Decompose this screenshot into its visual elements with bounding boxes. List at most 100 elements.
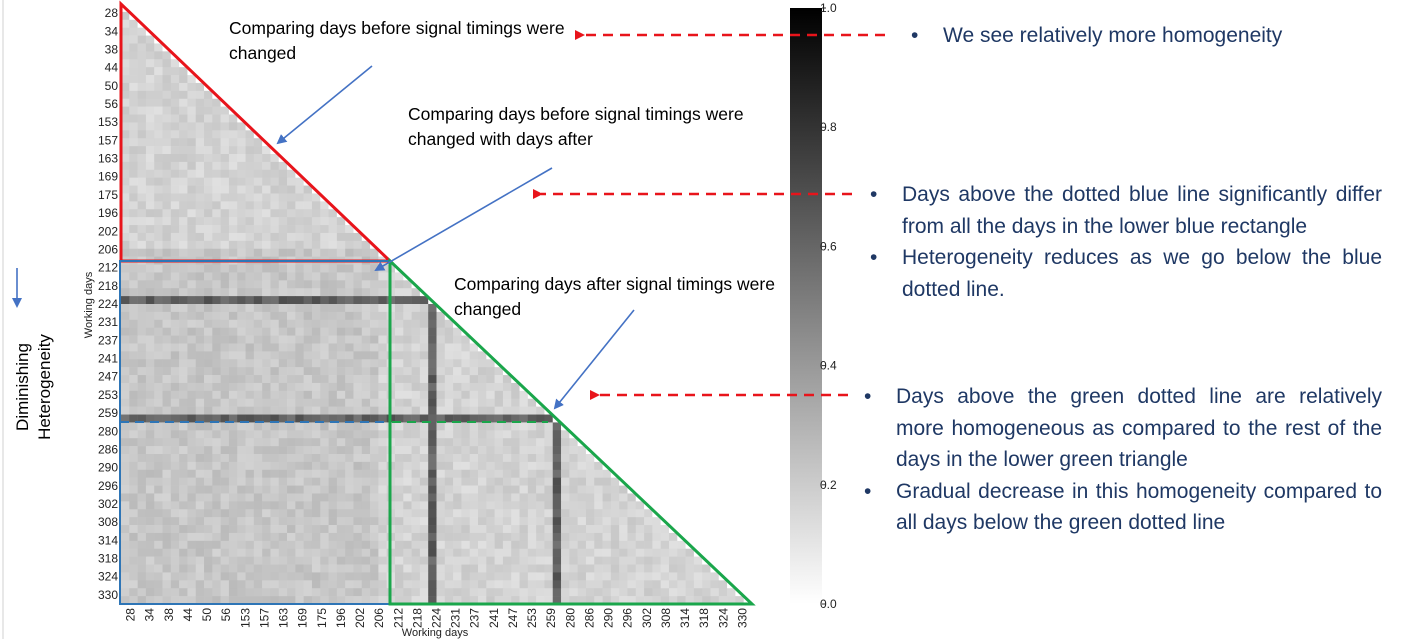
heatmap-cell: [494, 509, 504, 518]
heatmap-cell: [353, 588, 363, 597]
heatmap-cell: [602, 517, 612, 526]
heatmap-cell: [162, 327, 172, 336]
heatmap-cell: [187, 485, 197, 494]
heatmap-cell: [129, 114, 138, 123]
heatmap-cell: [345, 343, 354, 352]
heatmap-cell: [660, 572, 670, 581]
heatmap-cell: [718, 588, 728, 597]
heatmap-cell: [187, 161, 197, 171]
heatmap-cell: [311, 454, 321, 463]
heatmap-cell: [527, 572, 537, 581]
heatmap-cell: [486, 454, 495, 463]
heatmap-cell: [561, 572, 570, 581]
heatmap-cell: [419, 398, 429, 407]
heatmap-cell: [228, 264, 238, 273]
heatmap-cell: [212, 161, 221, 171]
heatmap-cell: [245, 485, 255, 494]
heatmap-cell: [320, 430, 329, 439]
heatmap-cell: [278, 217, 288, 226]
heatmap-cell: [162, 572, 172, 581]
heatmap-cell: [195, 90, 205, 100]
heatmap-cell: [179, 532, 188, 542]
heatmap-cell: [345, 351, 354, 360]
heatmap-cell: [552, 532, 562, 542]
heatmap-cell: [237, 422, 246, 431]
heatmap-cell: [328, 217, 338, 226]
heatmap-cell: [187, 461, 197, 471]
heatmap-cell: [353, 343, 363, 352]
heatmap-cell: [370, 477, 379, 486]
heatmap-cell: [170, 438, 180, 447]
heatmap-cell: [237, 138, 246, 147]
heatmap-cell: [353, 288, 363, 297]
heatmap-cell: [195, 485, 205, 494]
heatmap-cell: [394, 375, 404, 384]
heatmap-cell: [403, 438, 412, 447]
heatmap-cell: [121, 390, 130, 400]
heatmap-cell: [469, 556, 479, 565]
heatmap-cell: [411, 422, 421, 431]
heatmap-cell: [170, 335, 180, 344]
x-tick-label: 163: [277, 608, 291, 628]
heatmap-cell: [519, 596, 529, 605]
heatmap-cell: [328, 209, 338, 218]
heatmap-cell: [693, 588, 703, 597]
heatmap-cell: [394, 288, 404, 297]
heatmap-cell: [228, 454, 238, 463]
heatmap-cell: [345, 367, 354, 376]
heatmap-cell: [212, 193, 221, 202]
heatmap-cell: [320, 580, 329, 589]
y-tick-label: 206: [98, 243, 118, 257]
heatmap-cell: [428, 335, 437, 344]
heatmap-cell: [486, 382, 495, 392]
heatmap-cell: [270, 556, 280, 565]
heatmap-cell: [378, 296, 387, 305]
heatmap-cell: [403, 367, 412, 376]
heatmap-cell: [411, 430, 421, 439]
heatmap-cell: [187, 548, 197, 557]
heatmap-cell: [212, 240, 221, 250]
heatmap-cell: [411, 398, 421, 407]
heatmap-cell: [486, 509, 495, 518]
heatmap-cell: [228, 540, 238, 550]
heatmap-cell: [320, 390, 329, 400]
heatmap-cell: [262, 430, 271, 439]
heatmap-cell: [170, 461, 180, 471]
heatmap-cell: [303, 564, 313, 573]
heatmap-cell: [253, 588, 263, 597]
heatmap-cell: [162, 446, 172, 455]
heatmap-cell: [577, 509, 587, 518]
heatmap-cell: [154, 477, 163, 486]
heatmap-cell: [195, 217, 205, 226]
heatmap-cell: [336, 556, 346, 565]
heatmap-cell: [278, 509, 288, 518]
heatmap-cell: [170, 493, 180, 502]
y-tick-label: 302: [98, 497, 118, 511]
heatmap-cell: [461, 398, 471, 407]
heatmap-cell: [121, 201, 130, 210]
heatmap-cell: [121, 90, 130, 100]
heatmap-cell: [536, 469, 545, 478]
heatmap-cell: [270, 169, 280, 178]
heatmap-cell: [121, 311, 130, 321]
heatmap-cell: [220, 382, 230, 392]
heatmap-cell: [295, 501, 304, 510]
heatmap-cell: [436, 485, 446, 494]
heatmap-cell: [668, 556, 678, 565]
heatmap-cell: [204, 509, 213, 518]
heatmap-cell: [262, 509, 271, 518]
heatmap-cell: [411, 319, 421, 328]
heatmap-cell: [519, 461, 529, 471]
heatmap-cell: [278, 367, 288, 376]
y-tick-label: 38: [105, 43, 119, 57]
heatmap-cell: [220, 390, 230, 400]
heatmap-cell: [287, 232, 296, 242]
heatmap-cell: [204, 540, 213, 550]
heatmap-cell: [220, 596, 230, 605]
heatmap-cell: [478, 454, 487, 463]
heatmap-cell: [328, 398, 338, 407]
heatmap-cell: [577, 596, 587, 605]
heatmap-cell: [137, 51, 147, 60]
heatmap-cell: [453, 390, 462, 400]
heatmap-cell: [278, 572, 288, 581]
